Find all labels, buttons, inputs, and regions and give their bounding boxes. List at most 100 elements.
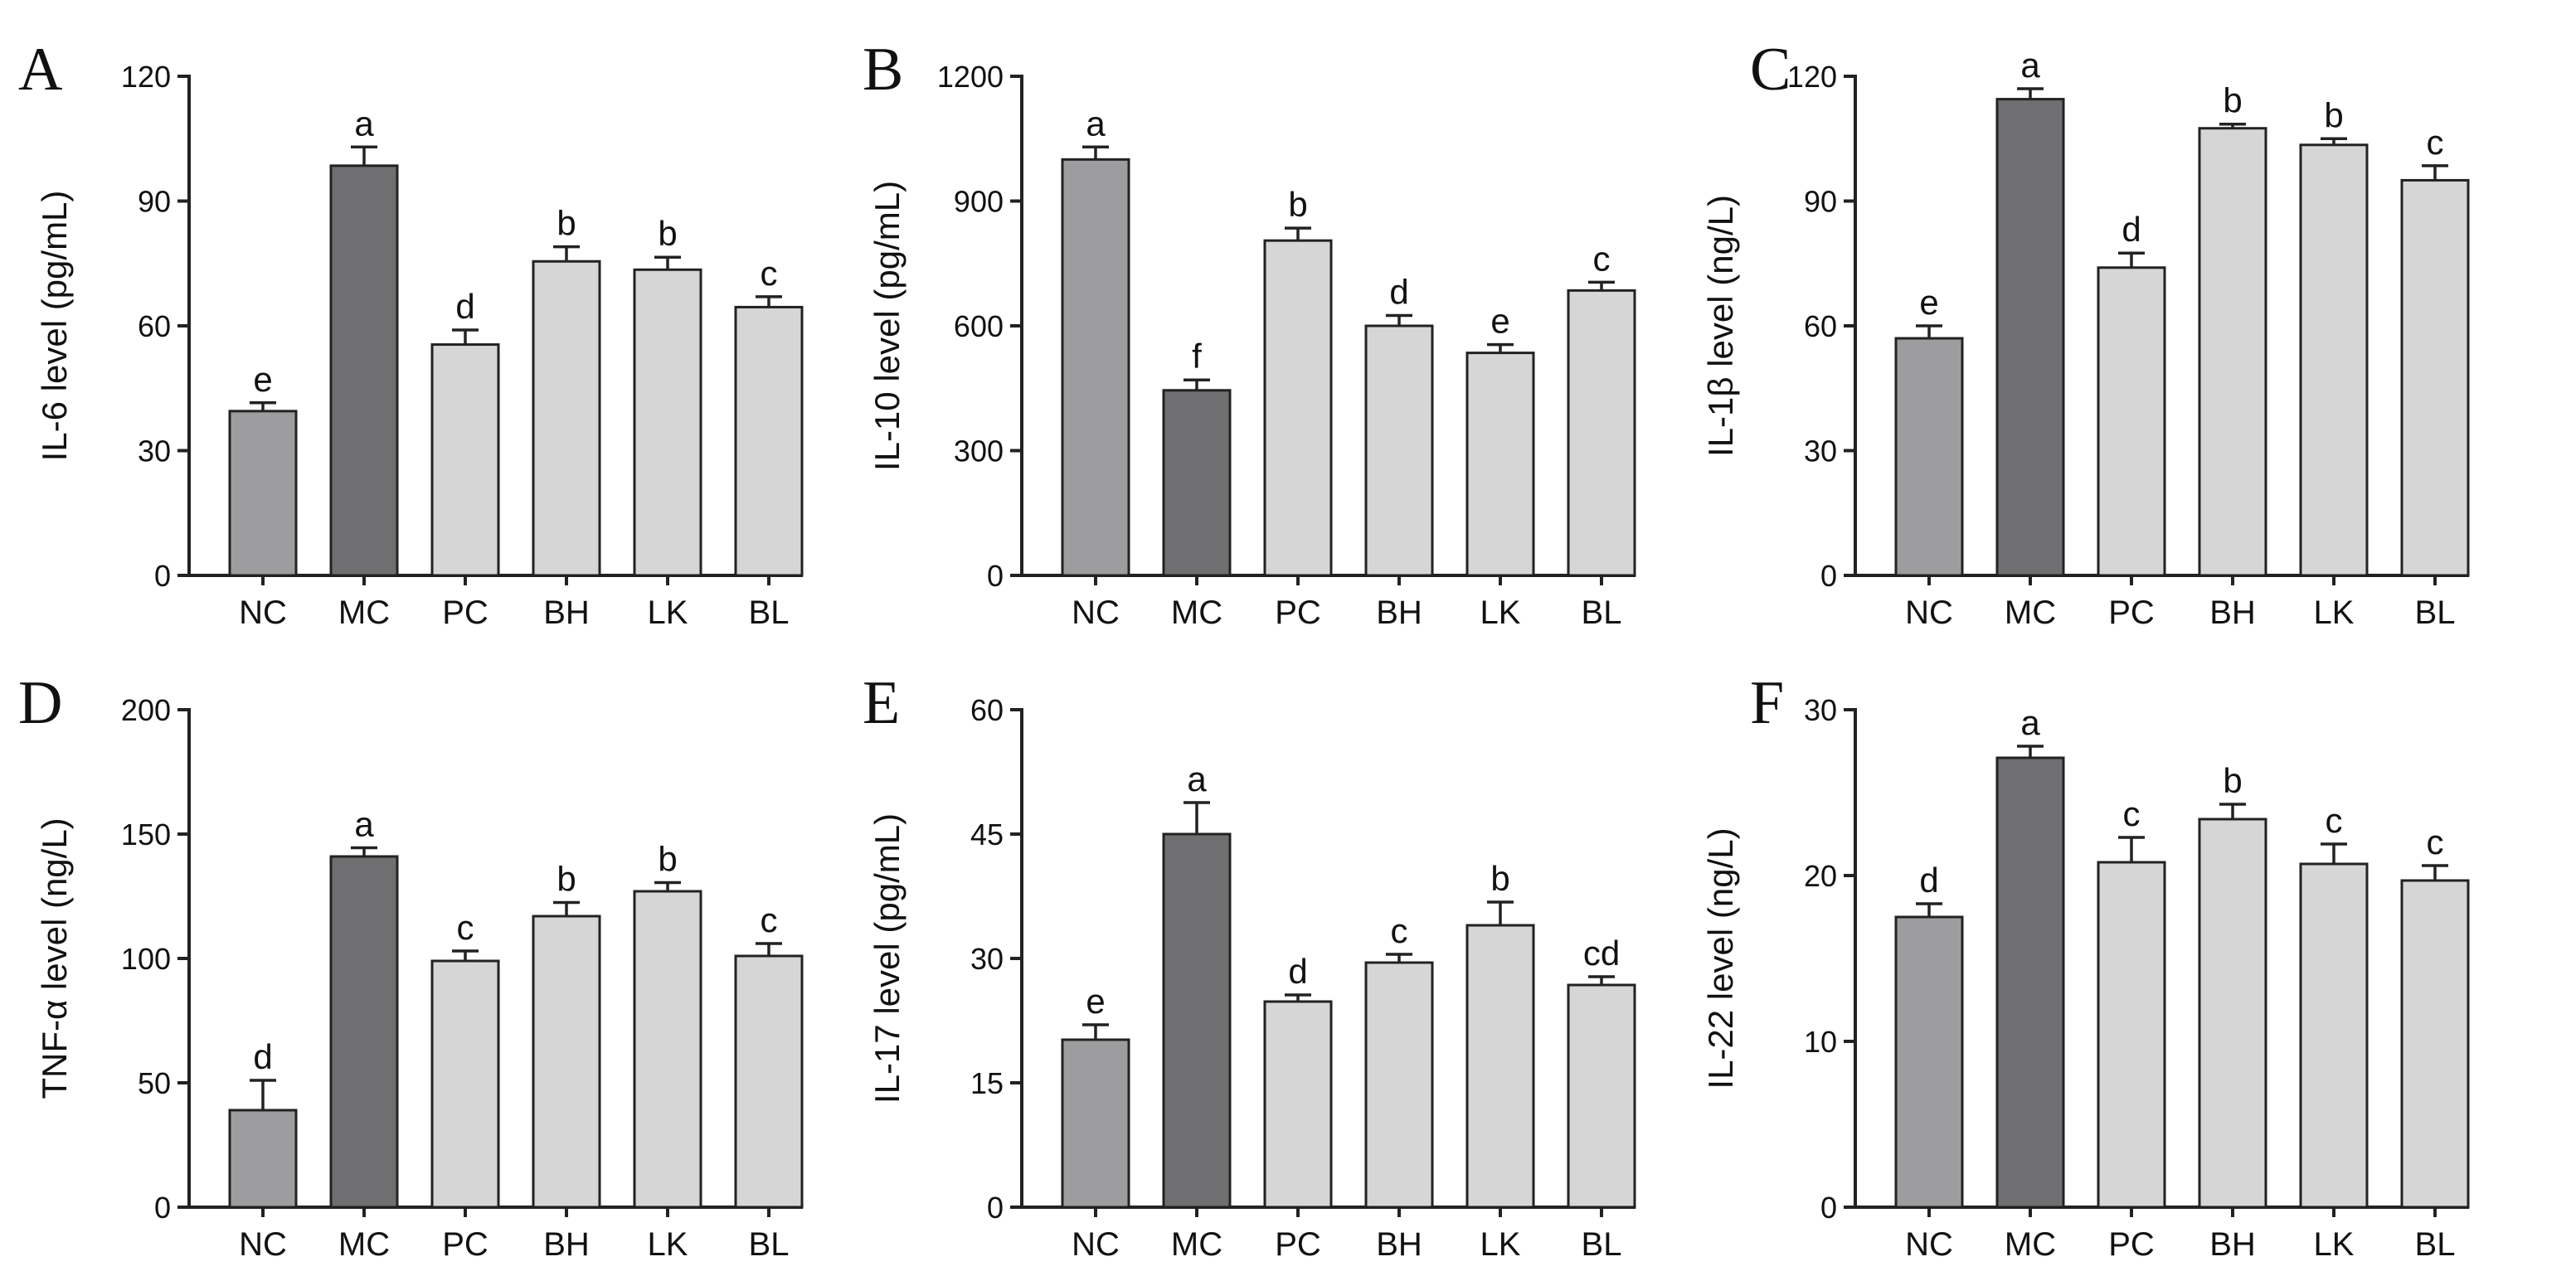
x-tick-label: NC	[239, 594, 287, 631]
y-tick-label: 0	[154, 1191, 171, 1225]
y-tick-label: 90	[138, 185, 171, 219]
significance-label: b	[2324, 95, 2343, 134]
x-tick-label: PC	[2108, 594, 2155, 631]
x-tick-label: LK	[1480, 594, 1521, 631]
bar-mc	[1995, 756, 2065, 1209]
significance-label: c	[761, 900, 778, 939]
y-tick-label: 0	[1820, 559, 1837, 593]
bar-nc	[1894, 915, 1964, 1209]
x-tick-label: BH	[2209, 1226, 2256, 1263]
x-tick-label: BL	[749, 1226, 790, 1263]
x-tick-label: NC	[1905, 594, 1953, 631]
bar-bl	[2400, 879, 2470, 1209]
x-tick-label: BH	[1376, 1226, 1422, 1263]
bar-mc	[329, 164, 399, 577]
y-tick-label: 60	[138, 309, 171, 343]
x-tick-label: LK	[2314, 594, 2355, 631]
significance-label: a	[1086, 104, 1106, 143]
bar-mc	[329, 855, 399, 1209]
significance-label: e	[253, 360, 272, 399]
x-tick-label: BL	[2415, 594, 2456, 631]
y-tick-label: 60	[970, 693, 1004, 727]
y-axis-label: IL-1β level (ng/L)	[1701, 195, 1740, 457]
bar-nc	[1061, 1038, 1130, 1209]
significance-label: c	[2427, 123, 2444, 162]
significance-label: b	[557, 860, 576, 899]
y-tick-label: 120	[1787, 60, 1837, 94]
significance-label: e	[1919, 283, 1938, 322]
y-tick-label: 0	[987, 1191, 1004, 1225]
y-tick-label: 0	[1820, 1191, 1837, 1225]
significance-label: b	[2223, 81, 2242, 120]
x-tick-label: PC	[1275, 594, 1321, 631]
significance-label: c	[2326, 801, 2343, 840]
bar-lk	[633, 268, 702, 577]
significance-label: c	[1391, 911, 1408, 950]
x-tick-label: PC	[2108, 1226, 2155, 1263]
x-tick-label: PC	[442, 1226, 488, 1263]
y-tick-label: 200	[121, 693, 171, 727]
x-tick-label: BL	[1582, 1226, 1622, 1263]
chart-panel-c: C IL-1β level (ng/L) 0 30 60 90 120 e NC a MC d PC b B…	[1701, 36, 2470, 631]
bar-nc	[1894, 337, 1964, 577]
x-tick-label: NC	[1072, 594, 1120, 631]
y-tick-label: 30	[1804, 693, 1837, 727]
x-tick-label: BH	[543, 1226, 590, 1263]
significance-label: b	[658, 840, 677, 879]
y-tick-label: 20	[1804, 859, 1837, 893]
significance-label: c	[2427, 822, 2444, 861]
bar-pc	[1263, 239, 1333, 577]
y-axis-label: TNF-α level (ng/L)	[35, 818, 74, 1099]
significance-label: e	[1490, 302, 1509, 341]
significance-label: d	[1389, 272, 1408, 311]
x-tick-label: BL	[2415, 1226, 2456, 1263]
panel-letter: C	[1750, 36, 1791, 104]
y-tick-label: 900	[954, 185, 1004, 219]
significance-label: d	[455, 287, 474, 326]
x-tick-label: BH	[1376, 594, 1422, 631]
bar-bl	[734, 305, 804, 577]
y-tick-label: 1200	[937, 60, 1004, 94]
y-tick-label: 30	[138, 434, 171, 468]
y-axis-label: IL-22 level (ng/L)	[1701, 827, 1740, 1089]
y-axis-label: IL-6 level (pg/mL)	[35, 191, 74, 462]
significance-label: c	[457, 908, 474, 947]
x-tick-label: MC	[338, 1226, 390, 1263]
y-tick-label: 10	[1804, 1025, 1837, 1059]
significance-label: c	[2123, 794, 2141, 833]
x-tick-label: MC	[1171, 594, 1222, 631]
y-tick-label: 100	[121, 942, 171, 976]
bar-bl	[734, 954, 804, 1209]
significance-label: c	[761, 254, 778, 293]
x-tick-label: MC	[338, 594, 390, 631]
bar-lk	[2299, 862, 2369, 1209]
chart-panel-e: E IL-17 level (pg/mL) 0 15 30 45 60 e NC a MC d PC c B…	[863, 669, 1636, 1263]
bar-bh	[532, 260, 601, 577]
bar-pc	[2097, 861, 2166, 1209]
significance-label: a	[2020, 46, 2040, 85]
x-tick-label: BL	[1582, 594, 1622, 631]
significance-label: b	[557, 204, 576, 243]
panel-letter: A	[18, 36, 62, 104]
chart-panel-b: B IL-10 level (pg/mL) 0 300 600 900 1200 a NC f MC…	[863, 36, 1636, 631]
y-tick-label: 120	[121, 60, 171, 94]
x-tick-label: LK	[1480, 1226, 1521, 1263]
significance-label: a	[2020, 703, 2040, 742]
y-tick-label: 15	[970, 1066, 1004, 1100]
bar-bh	[2198, 127, 2267, 577]
chart-panel-d: D TNF-α level (ng/L) 0 50 100 150 200 d NC a MC c PC…	[18, 669, 804, 1263]
panel-letter: D	[18, 669, 62, 737]
x-tick-label: PC	[1275, 1226, 1321, 1263]
bar-pc	[2097, 266, 2166, 577]
y-tick-label: 30	[1804, 434, 1837, 468]
x-tick-label: NC	[1905, 1226, 1953, 1263]
significance-label: b	[2223, 761, 2242, 800]
significance-label: d	[2122, 210, 2141, 249]
bar-bl	[2400, 178, 2470, 577]
y-tick-label: 300	[954, 434, 1004, 468]
x-tick-label: BH	[543, 594, 590, 631]
bar-mc	[1162, 389, 1232, 577]
x-tick-label: NC	[1072, 1226, 1120, 1263]
significance-label: cd	[1583, 934, 1620, 973]
x-tick-label: LK	[648, 1226, 688, 1263]
